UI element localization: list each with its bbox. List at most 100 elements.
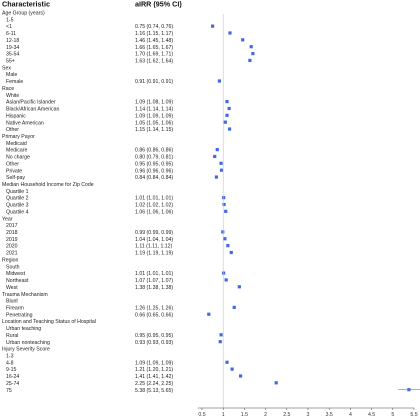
estimate-value: 1.09 (1.08, 1.09) bbox=[135, 100, 173, 106]
level-label: Medicaid bbox=[6, 141, 27, 147]
level-label: 55+ bbox=[6, 59, 15, 65]
estimate-value: 1.05 (1.05, 1.06) bbox=[135, 120, 173, 126]
estimate-value: 1.02 (1.02, 1.02) bbox=[135, 203, 173, 209]
point-estimate-marker bbox=[228, 31, 232, 35]
estimate-value: 0.84 (0.84, 0.84) bbox=[135, 175, 173, 181]
estimate-value: 1.01 (1.01, 1.01) bbox=[135, 271, 173, 277]
level-label: Blunt bbox=[6, 299, 18, 305]
level-label: 2021 bbox=[6, 251, 18, 257]
level-label: <1 bbox=[6, 24, 12, 30]
level-label: Black/African American bbox=[6, 107, 59, 113]
estimate-value: 1.41 (1.41, 1.42) bbox=[135, 374, 173, 380]
level-label: 35-54 bbox=[6, 52, 19, 58]
level-label: Rural bbox=[6, 333, 18, 339]
level-label: Other bbox=[6, 127, 19, 133]
level-label: No charge bbox=[6, 155, 30, 161]
estimate-value: 0.66 (0.65, 0.66) bbox=[135, 312, 173, 318]
estimate-value: 0.91 (0.91, 0.91) bbox=[135, 79, 173, 85]
level-label: Midwest bbox=[6, 271, 26, 277]
level-label: Female bbox=[6, 79, 23, 85]
point-estimate-marker bbox=[274, 381, 278, 385]
estimate-value: 0.95 (0.95, 0.95) bbox=[135, 161, 173, 167]
point-estimate-marker bbox=[219, 168, 224, 172]
estimate-value: 1.09 (1.09, 1.09) bbox=[135, 113, 173, 119]
estimate-value: 1.06 (1.06, 1.06) bbox=[135, 209, 173, 215]
forest-plot-area: 0.5 1 1.5 2 2.5 3 3.5 4 4.5 5 5.5 bbox=[197, 14, 420, 418]
point-estimate-marker bbox=[225, 360, 229, 364]
category-label: Injury Severity Score bbox=[2, 347, 50, 353]
level-label: Hispanic bbox=[6, 113, 26, 119]
level-label: 4-8 bbox=[6, 360, 14, 366]
level-label: 2018 bbox=[6, 230, 18, 236]
level-label: 2019 bbox=[6, 237, 18, 243]
estimate-value: 1.01 (1.01, 1.01) bbox=[135, 196, 173, 202]
point-estimate-marker bbox=[407, 388, 411, 392]
estimate-value: 1.66 (1.65, 1.67) bbox=[135, 45, 173, 51]
point-estimate-marker bbox=[222, 271, 226, 275]
x-tick-label: 1.5 bbox=[241, 412, 248, 418]
category-label: Sex bbox=[2, 65, 11, 71]
level-label: 9-15 bbox=[6, 367, 16, 373]
point-estimate-marker bbox=[225, 99, 229, 104]
level-label: Medicare bbox=[6, 148, 27, 154]
estimate-value: 1.16 (1.15, 1.17) bbox=[135, 31, 173, 37]
level-label: Quartile 4 bbox=[6, 209, 29, 215]
point-estimate-marker bbox=[219, 161, 223, 165]
estimate-value: 1.21 (1.20, 1.21) bbox=[135, 367, 173, 373]
characteristic-header: Characteristic bbox=[2, 0, 50, 9]
level-label: 2020 bbox=[6, 244, 18, 250]
estimate-value: 0.80 (0.79, 0.81) bbox=[135, 155, 173, 161]
point-estimate-marker bbox=[238, 374, 243, 378]
level-label: Northeast bbox=[6, 278, 29, 284]
point-estimate-marker bbox=[223, 237, 227, 241]
level-label: 19-34 bbox=[6, 45, 19, 51]
estimate-value: 1.63 (1.62, 1.64) bbox=[135, 59, 173, 65]
level-label: South bbox=[6, 264, 20, 270]
estimate-value: 0.96 (0.96, 0.96) bbox=[135, 168, 173, 174]
point-estimate-marker bbox=[218, 340, 222, 344]
level-label: 6-11 bbox=[6, 31, 16, 37]
point-estimate-marker bbox=[215, 148, 219, 152]
point-estimate-marker bbox=[237, 285, 241, 289]
category-label: Year bbox=[2, 216, 13, 222]
estimate-value: 1.46 (1.45, 1.48) bbox=[135, 38, 173, 44]
estimate-value: 1.15 (1.14, 1.15) bbox=[135, 127, 173, 133]
category-label: Primary Payor bbox=[2, 134, 35, 140]
level-label: 25-74 bbox=[6, 381, 19, 387]
estimate-value: 1.26 (1.25, 1.26) bbox=[135, 305, 173, 311]
point-estimate-marker bbox=[226, 244, 230, 248]
level-label: Quartile 1 bbox=[6, 189, 29, 195]
point-estimate-marker bbox=[232, 305, 236, 309]
estimate-value: 1.04 (1.04, 1.04) bbox=[135, 237, 173, 243]
estimate-value: 1.19 (1.19, 1.19) bbox=[135, 251, 173, 257]
estimate-value: 1.07 (1.07, 1.07) bbox=[135, 278, 173, 284]
forest-plot-rows: Age Group (years)1-5<1 0.75 (0.74, 0.76) 6… bbox=[2, 11, 173, 394]
level-label: 16-24 bbox=[6, 374, 19, 380]
point-estimate-marker bbox=[229, 250, 233, 255]
estimate-value: 1.14 (1.14, 1.14) bbox=[135, 107, 173, 113]
x-tick-label: 4.5 bbox=[368, 412, 375, 418]
level-label: Quartile 2 bbox=[6, 196, 29, 202]
estimate-value: 0.99 (0.99, 0.99) bbox=[135, 230, 173, 236]
level-label: Urban nonteaching bbox=[6, 340, 50, 346]
point-estimate-marker bbox=[230, 367, 234, 371]
point-estimate-marker bbox=[249, 45, 253, 49]
estimate-value: 0.95 (0.95, 0.95) bbox=[135, 333, 173, 339]
level-label: Male bbox=[6, 72, 17, 78]
level-label: White bbox=[6, 93, 19, 99]
level-label: West bbox=[6, 285, 18, 291]
level-label: Urban teaching bbox=[6, 326, 41, 332]
x-tick-label: 2 bbox=[264, 412, 267, 418]
x-tick-label: 4 bbox=[349, 412, 352, 418]
point-estimate-marker bbox=[223, 120, 227, 124]
level-label: Asian/Pacific Islander bbox=[6, 100, 56, 106]
level-label: Penetrating bbox=[6, 312, 33, 318]
point-estimate-marker bbox=[207, 312, 211, 316]
point-estimate-marker bbox=[221, 230, 225, 234]
point-estimate-marker bbox=[222, 202, 226, 207]
point-estimate-marker bbox=[248, 58, 252, 63]
point-estimate-marker bbox=[219, 333, 223, 337]
point-estimate-marker bbox=[211, 24, 215, 28]
forest-plot-headers: Characteristic aIRR (95% CI) bbox=[2, 0, 182, 9]
level-label: Quartile 3 bbox=[6, 203, 29, 209]
